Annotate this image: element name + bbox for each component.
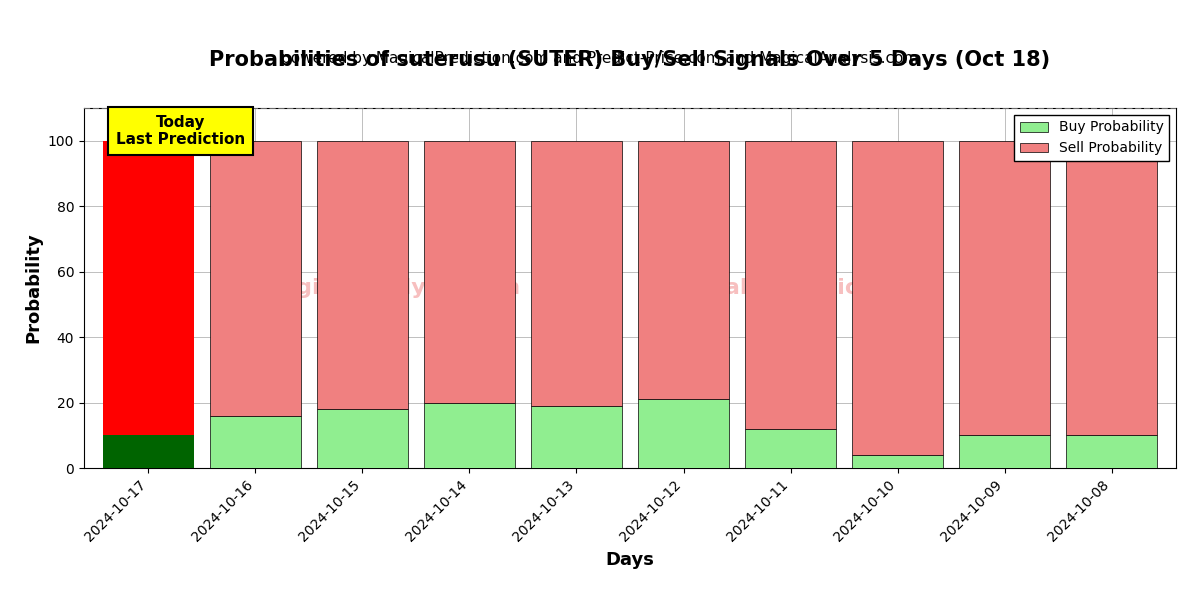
- Bar: [317, 409, 408, 468]
- Bar: [103, 141, 193, 435]
- X-axis label: Days: Days: [606, 551, 654, 569]
- Legend: Buy Probability, Sell Probability: Buy Probability, Sell Probability: [1014, 115, 1169, 161]
- Bar: [424, 403, 515, 468]
- Bar: [103, 435, 193, 468]
- Text: Today
Last Prediction: Today Last Prediction: [115, 115, 245, 147]
- Bar: [852, 141, 943, 455]
- Text: powered by MagicalPrediction.com and Predict-Price.com and MagicalAnalysis.com: powered by MagicalPrediction.com and Pre…: [281, 51, 919, 66]
- Bar: [745, 429, 836, 468]
- Bar: [317, 141, 408, 409]
- Text: MagicalPrediction.com: MagicalPrediction.com: [652, 278, 936, 298]
- Bar: [1067, 435, 1157, 468]
- Text: MagicalAnalysis.com: MagicalAnalysis.com: [259, 278, 521, 298]
- Bar: [745, 141, 836, 429]
- Bar: [424, 141, 515, 403]
- Bar: [1067, 141, 1157, 435]
- Title: Probabilities of suterusu (SUTER) Buy/Sell Signals Over 5 Days (Oct 18): Probabilities of suterusu (SUTER) Buy/Se…: [210, 50, 1050, 70]
- Bar: [530, 141, 622, 406]
- Bar: [210, 416, 301, 468]
- Y-axis label: Probability: Probability: [24, 233, 42, 343]
- Bar: [959, 141, 1050, 435]
- Bar: [638, 399, 730, 468]
- Bar: [638, 141, 730, 399]
- Bar: [530, 406, 622, 468]
- Bar: [852, 455, 943, 468]
- Bar: [210, 141, 301, 416]
- Bar: [959, 435, 1050, 468]
